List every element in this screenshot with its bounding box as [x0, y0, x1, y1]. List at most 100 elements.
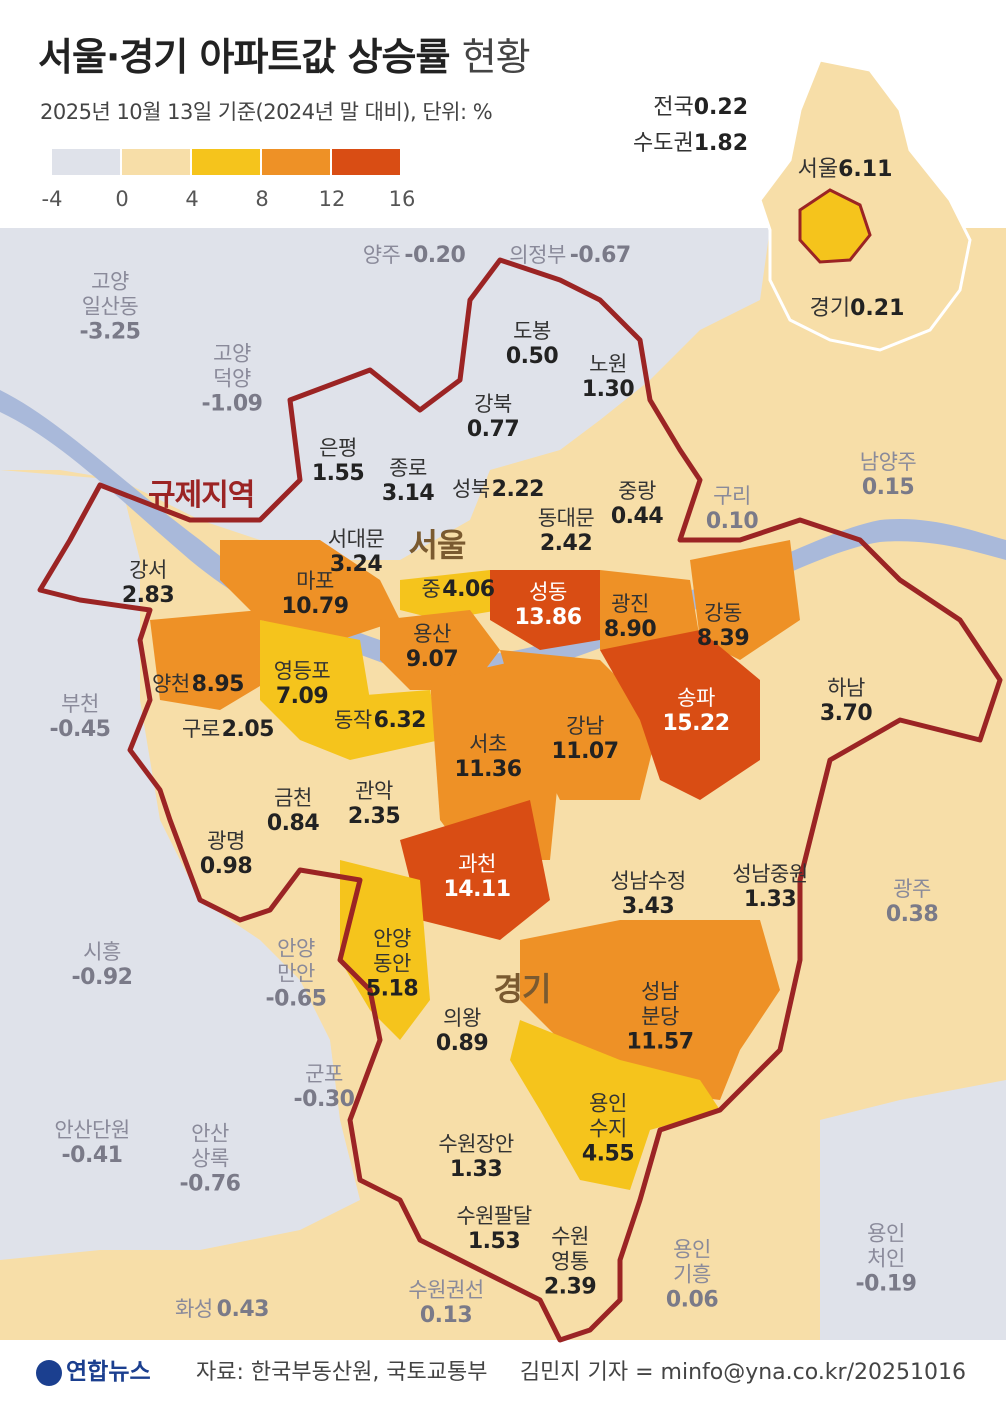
district-value: 0.98: [199, 854, 253, 880]
region-value: -0.30: [293, 1087, 355, 1113]
region-value: 0.10: [705, 509, 759, 535]
jung-area: [400, 570, 500, 620]
legend-tick: 4: [185, 187, 199, 211]
district-value: 8.95: [191, 671, 245, 697]
logo-icon: [36, 1359, 62, 1386]
district-value: 2.83: [121, 583, 175, 609]
district-name: 광진: [611, 592, 649, 617]
district-label: 강서 2.83: [121, 558, 175, 610]
district-label: 안양 동안 5.18: [366, 927, 419, 1004]
gangnam-area: [500, 650, 660, 800]
district-name: 과천: [458, 852, 496, 877]
district-name: 광명: [207, 829, 245, 854]
district-label: 성남중원 1.33: [732, 862, 808, 914]
southwest-region: [0, 470, 360, 1260]
gangdong-area: [690, 540, 800, 660]
district-name: 서초: [469, 732, 507, 757]
district-name: 금천: [274, 786, 312, 811]
district-value: 2.05: [221, 716, 275, 742]
regulated-zone-boundary: [37, 257, 1003, 1343]
region-name: 안산 상록: [191, 1121, 229, 1171]
region-name: 화성: [175, 1296, 213, 1321]
inset-seoul-name: 서울: [797, 157, 839, 182]
district-value: 2.22: [491, 476, 545, 502]
district-value: 0.44: [610, 504, 664, 530]
district-label: 종로 3.14: [382, 456, 435, 508]
inset-seoul-label: 서울6.11: [798, 151, 893, 183]
region-name: 안양 만안: [277, 936, 315, 986]
district-value: 0.89: [435, 1031, 489, 1057]
district-value: 1.55: [311, 461, 365, 487]
region-value: -0.45: [49, 717, 111, 743]
region-name: 용인 기흥: [673, 1237, 711, 1287]
district-label: 도봉 0.50: [505, 319, 559, 371]
yongsan-area: [380, 610, 500, 690]
west-coast: [0, 520, 60, 650]
region-name: 고양 일산동: [81, 269, 139, 319]
district-value: 11.57: [626, 1029, 694, 1055]
district-value: 0.50: [505, 344, 559, 370]
district-name: 중: [421, 576, 441, 601]
region-value: 0.38: [885, 902, 939, 928]
district-label: 은평 1.55: [311, 436, 365, 488]
legend-swatch-4: [262, 149, 330, 175]
district-label: 강남 11.07: [551, 714, 619, 766]
district-name: 성남중원: [732, 862, 808, 887]
region-name: 용인 처인: [867, 1221, 905, 1271]
region-name: 안산단원: [54, 1118, 130, 1143]
district-value: 10.79: [281, 594, 349, 620]
region-value: 0.13: [419, 1303, 473, 1329]
district-value: 11.36: [454, 757, 522, 783]
gyeonggi-label: 경기: [493, 970, 552, 1008]
district-label: 동작6.32: [334, 708, 426, 734]
region-name: 부천: [61, 692, 99, 717]
district-name: 도봉: [513, 319, 551, 344]
district-value: 14.11: [443, 877, 511, 903]
yongin-cheoin-region: [820, 1080, 1006, 1340]
outside-region-label: 의정부 -0.67: [509, 242, 631, 269]
district-label: 하남 3.70: [820, 676, 873, 728]
district-value: 9.07: [405, 647, 459, 673]
district-label: 광명 0.98: [199, 829, 253, 881]
nation-row: 전국0.22: [633, 90, 748, 126]
regulated-zone-label: 규제지역: [148, 478, 255, 513]
yonhap-logo: 연합뉴스: [36, 1352, 151, 1386]
inset-seoul-value: 6.11: [838, 157, 893, 182]
region-value: -0.41: [61, 1143, 123, 1169]
inset-gyeonggi-label: 경기0.21: [810, 290, 905, 322]
district-name: 노원: [589, 352, 627, 377]
inset-gyeonggi-name: 경기: [809, 296, 851, 321]
district-label: 수원 영통 2.39: [544, 1225, 597, 1302]
title-tail: 현황: [461, 35, 531, 79]
district-value: 6.32: [373, 707, 427, 733]
anyang-dongan-area: [340, 860, 430, 1040]
legend-tick: 16: [388, 187, 416, 211]
district-name: 마포: [296, 569, 334, 594]
legend-swatch-5: [332, 149, 400, 175]
footer: 연합뉴스 자료: 한국부동산원, 국토교통부 김민지 기자 = minfo@yn…: [0, 1346, 1006, 1392]
district-value: 4.55: [581, 1141, 635, 1167]
district-label: 서초 11.36: [454, 732, 522, 784]
credit-text: 김민지 기자 = minfo@yna.co.kr/20251016: [519, 1360, 966, 1385]
district-name: 성남 분당: [641, 979, 679, 1029]
nation-value: 0.22: [693, 95, 748, 120]
outside-region-label: 안산 상록 -0.76: [180, 1122, 241, 1199]
district-label: 송파 15.22: [662, 686, 730, 738]
district-name: 하남: [827, 676, 865, 701]
mapo-area: [220, 540, 400, 640]
region-name: 양주: [362, 242, 401, 267]
district-value: 7.09: [275, 684, 329, 710]
district-label: 수원장안 1.33: [438, 1132, 514, 1184]
district-value: 0.77: [466, 417, 520, 443]
district-label: 영등포 7.09: [274, 659, 331, 711]
capital-label: 수도권: [632, 131, 694, 156]
region-name: 의정부: [509, 242, 566, 267]
legend-tick: 12: [318, 187, 346, 211]
region-value: 0.15: [861, 475, 915, 501]
district-name: 의왕: [443, 1006, 481, 1031]
district-value: 4.06: [442, 576, 495, 602]
dongjak-area: [300, 690, 440, 760]
region-name: 광주: [893, 877, 931, 902]
legend-swatch-2: [122, 149, 190, 175]
outside-region-label: 남양주 0.15: [860, 450, 917, 502]
